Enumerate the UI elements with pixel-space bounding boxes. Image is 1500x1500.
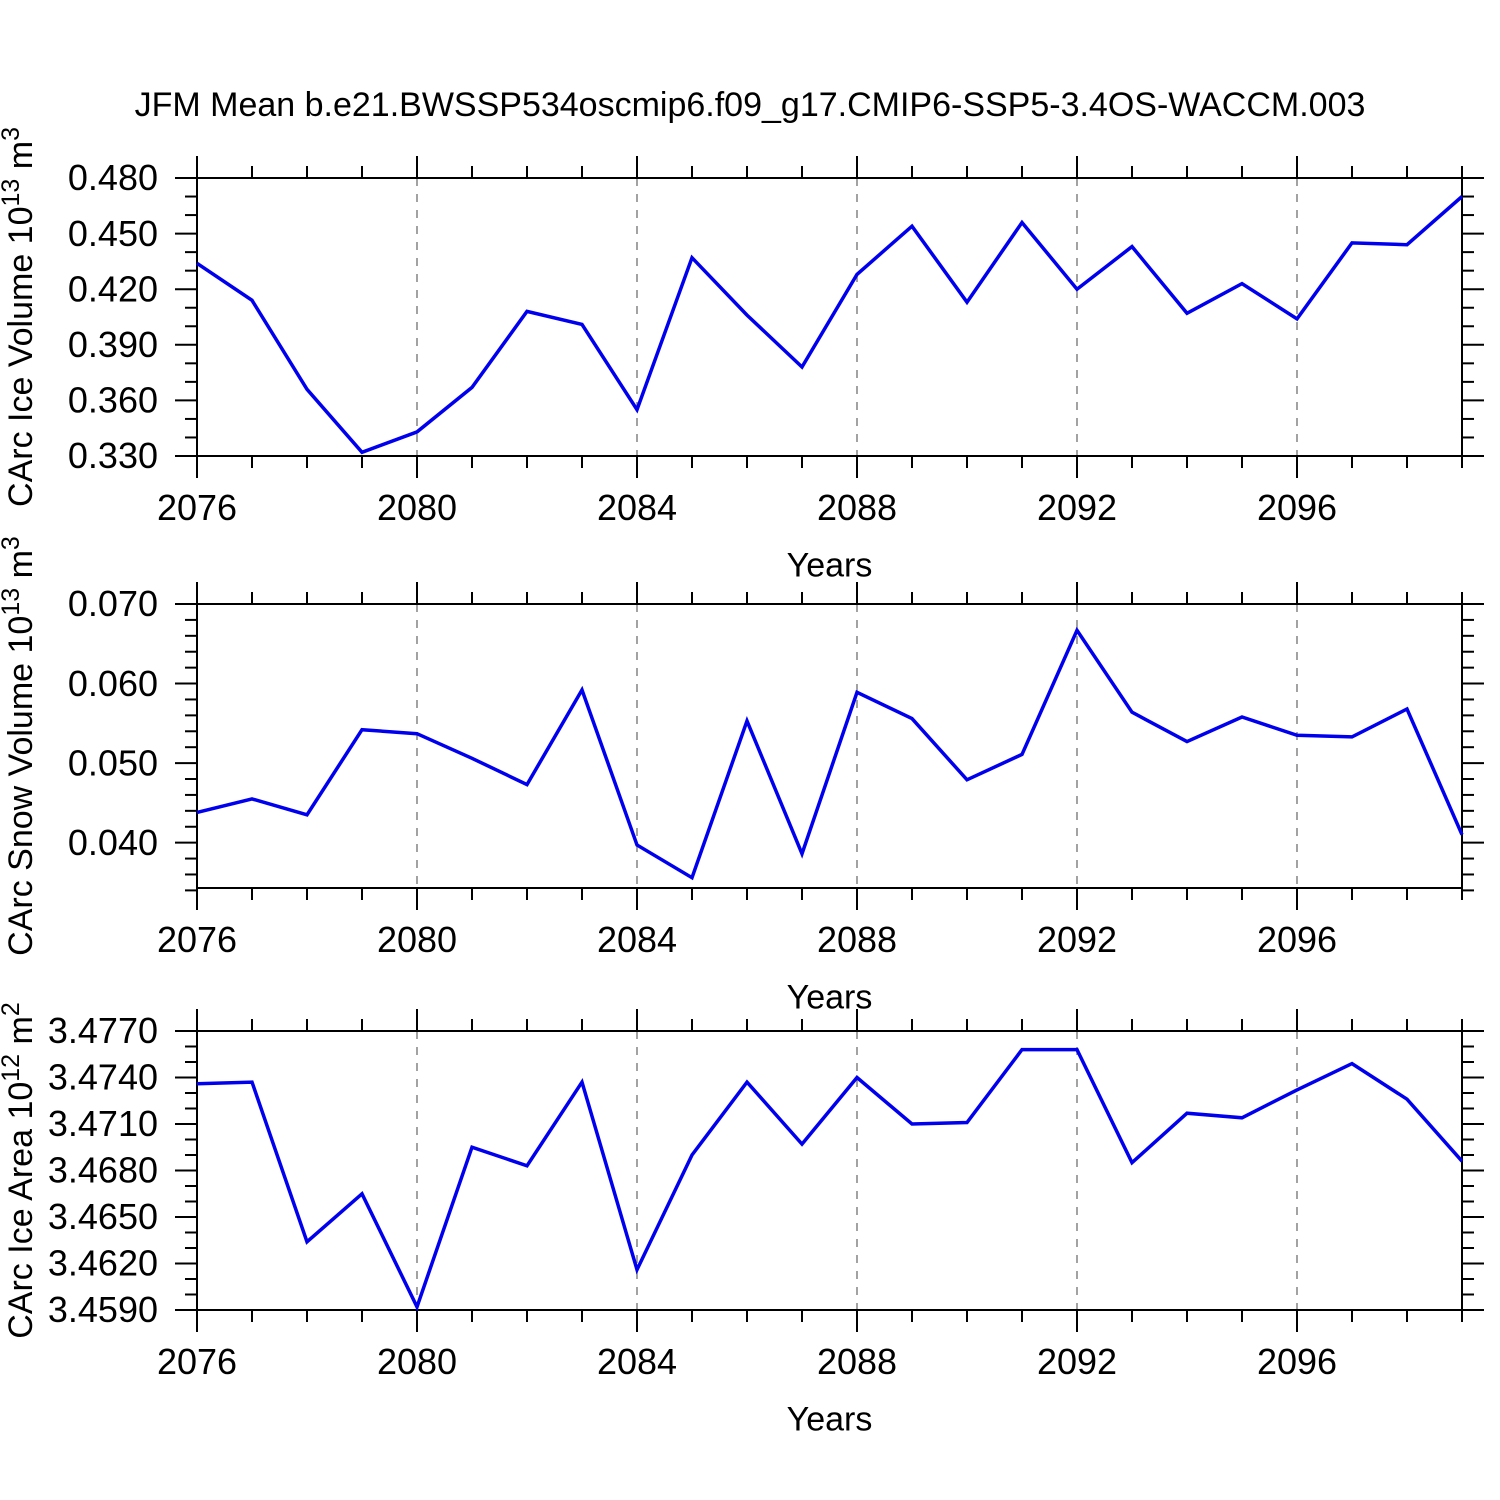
y-tick-label: 3.4770 (48, 1010, 158, 1051)
x-tick-label: 2088 (817, 1341, 897, 1382)
x-tick-label: 2084 (597, 1341, 677, 1382)
x-tick-label: 2088 (817, 487, 897, 528)
panel-frame (196, 177, 1463, 457)
series-line (196, 626, 1464, 881)
x-tick-label: 2076 (157, 487, 237, 528)
y-tick-label: 0.050 (68, 742, 158, 783)
x-tick-label: 2080 (377, 1341, 457, 1382)
series-line (196, 195, 1464, 455)
x-tick-label: 2084 (597, 919, 677, 960)
y-tick-label: 3.4710 (48, 1103, 158, 1144)
panel-ice-volume: 2076 2080 2084 2088 2092 2096 0.480 0.450 0.420 0… (0, 127, 1484, 585)
figure-title: JFM Mean b.e21.BWSSP534oscmip6.f09_g17.C… (134, 86, 1366, 124)
x-tick-label: 2096 (1257, 919, 1337, 960)
series-line (196, 1047, 1464, 1312)
panel-snow-volume: 2076 2080 2084 2088 2092 2096 0.070 0.060 0.050 0… (0, 536, 1484, 1017)
x-axis-title: Years (787, 979, 873, 1017)
x-tick-label: 2088 (817, 919, 897, 960)
x-tick-label: 2092 (1037, 1341, 1117, 1382)
y-tick-label: 3.4680 (48, 1150, 158, 1191)
x-tick-label: 2076 (157, 1341, 237, 1382)
y-tick-label: 3.4650 (48, 1196, 158, 1237)
x-axis-title: Years (787, 547, 873, 585)
y-tick-label: 0.480 (68, 157, 158, 198)
panel-frame (196, 1030, 1463, 1311)
y-tick-label: 0.070 (68, 583, 158, 624)
y-tick-label: 0.040 (68, 822, 158, 863)
x-tick-label: 2096 (1257, 1341, 1337, 1382)
y-tick-label: 0.360 (68, 380, 158, 421)
panel-ice-area: 2076 2080 2084 2088 2092 2096 3.4770 3.4740 3.47… (0, 1002, 1484, 1439)
y-tick-label: 0.420 (68, 268, 158, 309)
x-tick-label: 2092 (1037, 487, 1117, 528)
x-tick-label: 2080 (377, 487, 457, 528)
y-axis-title: CArc Ice Area 1012 m2 (0, 1002, 40, 1339)
x-tick-label: 2096 (1257, 487, 1337, 528)
y-tick-label: 0.450 (68, 213, 158, 254)
y-tick-label: 3.4620 (48, 1243, 158, 1284)
x-axis-title: Years (787, 1401, 873, 1439)
x-tick-label: 2084 (597, 487, 677, 528)
x-tick-label: 2092 (1037, 919, 1117, 960)
x-tick-label: 2076 (157, 919, 237, 960)
y-tick-label: 3.4590 (48, 1289, 158, 1330)
x-tick-label: 2080 (377, 919, 457, 960)
y-tick-label: 3.4740 (48, 1057, 158, 1098)
y-tick-label: 0.330 (68, 435, 158, 476)
y-tick-label: 0.060 (68, 663, 158, 704)
y-axis-title: CArc Snow Volume 1013 m3 (0, 536, 40, 956)
y-tick-label: 0.390 (68, 324, 158, 365)
y-axis-title: CArc Ice Volume 1013 m3 (0, 127, 40, 507)
panel-frame (196, 603, 1463, 889)
